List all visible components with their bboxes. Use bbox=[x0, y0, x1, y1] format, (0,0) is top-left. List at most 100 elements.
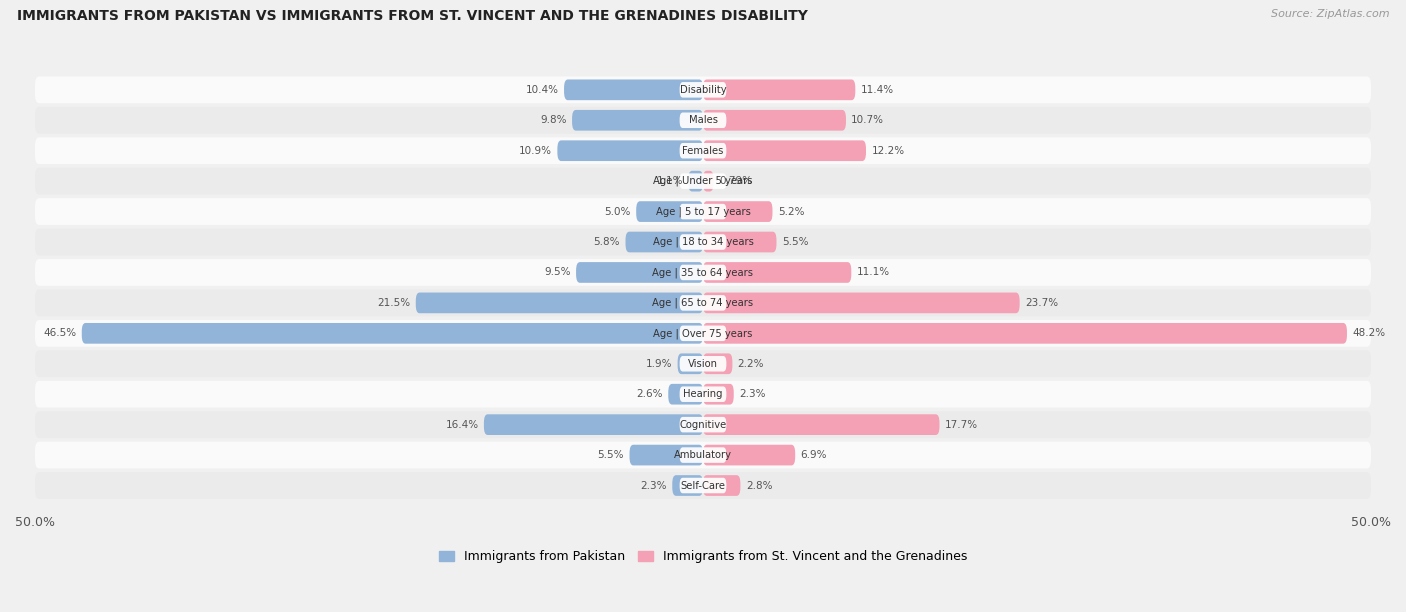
Text: 10.9%: 10.9% bbox=[519, 146, 553, 155]
FancyBboxPatch shape bbox=[703, 80, 855, 100]
Text: 5.5%: 5.5% bbox=[598, 450, 624, 460]
FancyBboxPatch shape bbox=[35, 320, 1371, 347]
Text: Age | 5 to 17 years: Age | 5 to 17 years bbox=[655, 206, 751, 217]
FancyBboxPatch shape bbox=[679, 173, 727, 189]
FancyBboxPatch shape bbox=[703, 384, 734, 405]
Text: Age | 18 to 34 years: Age | 18 to 34 years bbox=[652, 237, 754, 247]
Text: Females: Females bbox=[682, 146, 724, 155]
Text: Age | Under 5 years: Age | Under 5 years bbox=[654, 176, 752, 187]
Text: 1.9%: 1.9% bbox=[645, 359, 672, 369]
Text: 2.6%: 2.6% bbox=[637, 389, 662, 399]
Text: Age | Over 75 years: Age | Over 75 years bbox=[654, 328, 752, 338]
FancyBboxPatch shape bbox=[35, 229, 1371, 255]
FancyBboxPatch shape bbox=[484, 414, 703, 435]
Text: Males: Males bbox=[689, 115, 717, 125]
FancyBboxPatch shape bbox=[679, 326, 727, 341]
FancyBboxPatch shape bbox=[35, 259, 1371, 286]
Text: 1.1%: 1.1% bbox=[657, 176, 683, 186]
FancyBboxPatch shape bbox=[35, 411, 1371, 438]
FancyBboxPatch shape bbox=[703, 445, 796, 466]
Text: 21.5%: 21.5% bbox=[377, 298, 411, 308]
FancyBboxPatch shape bbox=[35, 442, 1371, 468]
FancyBboxPatch shape bbox=[679, 417, 727, 433]
FancyBboxPatch shape bbox=[82, 323, 703, 344]
FancyBboxPatch shape bbox=[35, 107, 1371, 133]
Text: 9.8%: 9.8% bbox=[540, 115, 567, 125]
Text: Ambulatory: Ambulatory bbox=[673, 450, 733, 460]
Text: Age | 35 to 64 years: Age | 35 to 64 years bbox=[652, 267, 754, 278]
FancyBboxPatch shape bbox=[557, 140, 703, 161]
Text: IMMIGRANTS FROM PAKISTAN VS IMMIGRANTS FROM ST. VINCENT AND THE GRENADINES DISAB: IMMIGRANTS FROM PAKISTAN VS IMMIGRANTS F… bbox=[17, 9, 807, 23]
FancyBboxPatch shape bbox=[572, 110, 703, 130]
Text: 2.8%: 2.8% bbox=[745, 480, 772, 490]
Text: 12.2%: 12.2% bbox=[872, 146, 904, 155]
FancyBboxPatch shape bbox=[703, 232, 776, 252]
FancyBboxPatch shape bbox=[679, 356, 727, 371]
FancyBboxPatch shape bbox=[679, 204, 727, 219]
FancyBboxPatch shape bbox=[703, 110, 846, 130]
Text: Cognitive: Cognitive bbox=[679, 420, 727, 430]
FancyBboxPatch shape bbox=[679, 265, 727, 280]
FancyBboxPatch shape bbox=[679, 113, 727, 128]
FancyBboxPatch shape bbox=[703, 293, 1019, 313]
FancyBboxPatch shape bbox=[630, 445, 703, 466]
Text: 5.5%: 5.5% bbox=[782, 237, 808, 247]
FancyBboxPatch shape bbox=[679, 447, 727, 463]
FancyBboxPatch shape bbox=[35, 289, 1371, 316]
FancyBboxPatch shape bbox=[679, 234, 727, 250]
Text: 2.2%: 2.2% bbox=[738, 359, 765, 369]
FancyBboxPatch shape bbox=[416, 293, 703, 313]
Text: 9.5%: 9.5% bbox=[544, 267, 571, 277]
FancyBboxPatch shape bbox=[35, 381, 1371, 408]
FancyBboxPatch shape bbox=[703, 475, 741, 496]
Text: 46.5%: 46.5% bbox=[44, 328, 76, 338]
Text: Source: ZipAtlas.com: Source: ZipAtlas.com bbox=[1271, 9, 1389, 19]
Text: 5.2%: 5.2% bbox=[778, 207, 804, 217]
Text: 10.4%: 10.4% bbox=[526, 85, 558, 95]
FancyBboxPatch shape bbox=[636, 201, 703, 222]
FancyBboxPatch shape bbox=[679, 82, 727, 97]
FancyBboxPatch shape bbox=[668, 384, 703, 405]
Text: Disability: Disability bbox=[679, 85, 727, 95]
Text: 5.0%: 5.0% bbox=[605, 207, 631, 217]
FancyBboxPatch shape bbox=[35, 351, 1371, 377]
FancyBboxPatch shape bbox=[703, 414, 939, 435]
FancyBboxPatch shape bbox=[703, 262, 851, 283]
FancyBboxPatch shape bbox=[35, 76, 1371, 103]
FancyBboxPatch shape bbox=[703, 323, 1347, 344]
Text: 16.4%: 16.4% bbox=[446, 420, 478, 430]
Text: 11.1%: 11.1% bbox=[856, 267, 890, 277]
Text: Vision: Vision bbox=[688, 359, 718, 369]
FancyBboxPatch shape bbox=[576, 262, 703, 283]
Text: 10.7%: 10.7% bbox=[851, 115, 884, 125]
Text: 17.7%: 17.7% bbox=[945, 420, 979, 430]
FancyBboxPatch shape bbox=[703, 140, 866, 161]
Text: 2.3%: 2.3% bbox=[740, 389, 766, 399]
Text: 11.4%: 11.4% bbox=[860, 85, 894, 95]
Text: 23.7%: 23.7% bbox=[1025, 298, 1059, 308]
FancyBboxPatch shape bbox=[626, 232, 703, 252]
FancyBboxPatch shape bbox=[35, 137, 1371, 164]
Text: 6.9%: 6.9% bbox=[800, 450, 827, 460]
FancyBboxPatch shape bbox=[35, 198, 1371, 225]
Text: Self-Care: Self-Care bbox=[681, 480, 725, 490]
Text: 5.8%: 5.8% bbox=[593, 237, 620, 247]
FancyBboxPatch shape bbox=[703, 353, 733, 374]
FancyBboxPatch shape bbox=[672, 475, 703, 496]
Text: 48.2%: 48.2% bbox=[1353, 328, 1385, 338]
FancyBboxPatch shape bbox=[678, 353, 703, 374]
FancyBboxPatch shape bbox=[679, 295, 727, 311]
FancyBboxPatch shape bbox=[679, 386, 727, 402]
Text: Age | 65 to 74 years: Age | 65 to 74 years bbox=[652, 297, 754, 308]
FancyBboxPatch shape bbox=[703, 201, 772, 222]
FancyBboxPatch shape bbox=[689, 171, 703, 192]
Legend: Immigrants from Pakistan, Immigrants from St. Vincent and the Grenadines: Immigrants from Pakistan, Immigrants fro… bbox=[439, 550, 967, 563]
FancyBboxPatch shape bbox=[35, 472, 1371, 499]
FancyBboxPatch shape bbox=[679, 478, 727, 493]
Text: 2.3%: 2.3% bbox=[640, 480, 666, 490]
FancyBboxPatch shape bbox=[679, 143, 727, 159]
FancyBboxPatch shape bbox=[703, 171, 714, 192]
Text: 0.79%: 0.79% bbox=[718, 176, 752, 186]
FancyBboxPatch shape bbox=[564, 80, 703, 100]
FancyBboxPatch shape bbox=[35, 168, 1371, 195]
